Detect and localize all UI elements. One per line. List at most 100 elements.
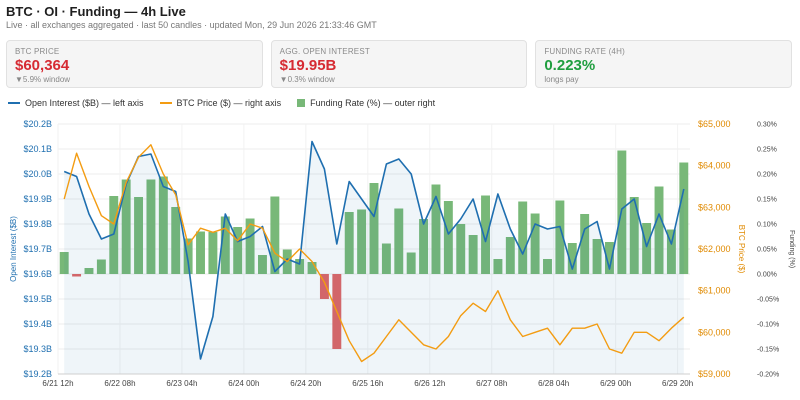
card-label: AGG. OPEN INTEREST bbox=[279, 47, 370, 56]
funding-bar[interactable] bbox=[344, 212, 354, 274]
funding-bar[interactable] bbox=[245, 218, 255, 275]
funding-bar[interactable] bbox=[121, 179, 131, 275]
x-tick-label: 6/29 20h bbox=[662, 379, 693, 388]
y-right-tick-label: $62,000 bbox=[698, 244, 731, 254]
y-left-tick-label: $19.3B bbox=[23, 344, 52, 354]
y-left-axis-title: Open Interest ($B) bbox=[9, 216, 18, 282]
funding-bar[interactable] bbox=[431, 184, 441, 275]
y-left-tick-label: $19.9B bbox=[23, 194, 52, 204]
funding-bar[interactable] bbox=[381, 243, 391, 275]
stat-cards: BTC PRICE $60,364 ▼5.9% window AGG. OPEN… bbox=[6, 40, 793, 88]
y-funding-tick-label: 0.05% bbox=[757, 247, 777, 254]
legend-item-open-interest[interactable]: Open Interest ($B) — left axis bbox=[8, 98, 144, 108]
y-funding-tick-label: 0.00% bbox=[757, 272, 777, 279]
funding-bar[interactable] bbox=[171, 207, 181, 274]
card-label: BTC PRICE bbox=[15, 47, 60, 56]
funding-bar[interactable] bbox=[307, 262, 317, 274]
funding-bar[interactable] bbox=[109, 196, 119, 274]
funding-bar[interactable] bbox=[72, 274, 82, 277]
funding-bar[interactable] bbox=[319, 274, 329, 299]
funding-bar[interactable] bbox=[555, 200, 565, 275]
funding-bar[interactable] bbox=[443, 201, 453, 274]
funding-bar[interactable] bbox=[493, 259, 503, 274]
funding-bar[interactable] bbox=[220, 216, 230, 275]
x-tick-label: 6/26 12h bbox=[414, 379, 445, 388]
funding-bar[interactable] bbox=[233, 227, 243, 274]
funding-bar[interactable] bbox=[604, 242, 614, 274]
card-note: longs pay bbox=[544, 75, 579, 84]
open-interest-line[interactable] bbox=[63, 140, 685, 360]
funding-bar[interactable] bbox=[543, 259, 552, 274]
legend-item-funding-rate[interactable]: Funding Rate (%) — outer right bbox=[297, 98, 435, 108]
funding-bar[interactable] bbox=[567, 243, 577, 274]
y-right-tick-label: $63,000 bbox=[698, 202, 731, 212]
x-tick-label: 6/23 04h bbox=[166, 379, 197, 388]
btc-price-line[interactable] bbox=[63, 144, 685, 363]
y-right-tick-label: $61,000 bbox=[698, 286, 731, 296]
funding-bar[interactable] bbox=[456, 224, 466, 274]
x-tick-label: 6/22 08h bbox=[104, 379, 135, 388]
y-funding-tick-label: -0.15% bbox=[757, 347, 779, 354]
legend-label: BTC Price ($) — right axis bbox=[176, 98, 282, 108]
funding-bar[interactable] bbox=[580, 214, 590, 274]
card-value: 0.223% bbox=[544, 57, 596, 74]
legend-item-btc-price[interactable]: BTC Price ($) — right axis bbox=[159, 98, 282, 108]
open-interest-card: AGG. OPEN INTEREST $19.95B ▼0.3% window bbox=[270, 40, 528, 88]
funding-bar[interactable] bbox=[505, 237, 515, 274]
funding-bar[interactable] bbox=[592, 239, 602, 274]
y-left-tick-label: $19.4B bbox=[23, 319, 52, 329]
y-right-tick-label: $64,000 bbox=[698, 161, 731, 171]
funding-bar[interactable] bbox=[518, 201, 528, 275]
y-left-tick-label: $19.8B bbox=[23, 219, 52, 229]
funding-bar[interactable] bbox=[629, 197, 639, 274]
y-funding-tick-label: 0.15% bbox=[757, 197, 777, 204]
y-right-tick-label: $65,000 bbox=[698, 119, 731, 129]
funding-bar[interactable] bbox=[183, 238, 193, 275]
funding-bar[interactable] bbox=[468, 235, 478, 274]
funding-bar[interactable] bbox=[258, 255, 267, 274]
funding-bar[interactable] bbox=[679, 162, 689, 275]
funding-bar[interactable] bbox=[369, 183, 379, 274]
page-title: BTC · OI · Funding — 4h Live bbox=[6, 4, 186, 19]
y-right-axis-title: BTC Price ($) bbox=[737, 225, 746, 274]
y-left-tick-label: $19.5B bbox=[23, 294, 52, 304]
funding-bar[interactable] bbox=[530, 213, 540, 275]
y-funding-tick-label: 0.25% bbox=[757, 147, 777, 154]
funding-bar[interactable] bbox=[158, 176, 168, 275]
card-note: ▼5.9% window bbox=[15, 75, 71, 84]
y-left-tick-label: $20.0B bbox=[23, 169, 52, 179]
combo-chart[interactable]: $19.2B $19.3B $19.4B $19.5B $19.6B $19.7B $19.… bbox=[0, 110, 800, 400]
y-funding-tick-label: 0.10% bbox=[757, 222, 777, 229]
funding-bar[interactable] bbox=[208, 232, 218, 274]
funding-rate-swatch bbox=[297, 99, 306, 107]
card-note: ▼0.3% window bbox=[279, 75, 335, 84]
funding-bar[interactable] bbox=[84, 268, 94, 274]
funding-bar[interactable] bbox=[357, 209, 367, 275]
funding-bar[interactable] bbox=[96, 259, 106, 275]
funding-bar[interactable] bbox=[134, 197, 144, 274]
funding-bar[interactable] bbox=[406, 252, 416, 275]
y-left-tick-label: $19.7B bbox=[23, 244, 52, 254]
btc-price-swatch bbox=[159, 102, 172, 104]
funding-bar[interactable] bbox=[270, 196, 280, 275]
funding-bar[interactable] bbox=[394, 208, 404, 275]
btc-price-card: BTC PRICE $60,364 ▼5.9% window bbox=[6, 40, 263, 88]
funding-bar[interactable] bbox=[146, 179, 156, 275]
funding-rate-card: FUNDING RATE (4H) 0.223% longs pay bbox=[535, 40, 793, 88]
funding-bar[interactable] bbox=[666, 229, 676, 275]
funding-bar[interactable] bbox=[481, 195, 490, 275]
x-tick-label: 6/27 08h bbox=[476, 379, 507, 388]
y-funding-tick-label: 0.30% bbox=[757, 122, 777, 129]
funding-bar[interactable] bbox=[419, 219, 429, 274]
y-left-tick-label: $20.1B bbox=[23, 144, 52, 154]
y-funding-tick-label: -0.05% bbox=[757, 297, 779, 304]
funding-bar[interactable] bbox=[642, 223, 652, 274]
open-interest-swatch bbox=[8, 102, 20, 104]
legend-label: Funding Rate (%) — outer right bbox=[310, 98, 436, 108]
funding-bar[interactable] bbox=[654, 186, 664, 275]
funding-bar[interactable] bbox=[196, 231, 205, 275]
y-funding-tick-label: -0.20% bbox=[757, 372, 779, 379]
funding-bar[interactable] bbox=[59, 252, 69, 274]
funding-bar[interactable] bbox=[295, 259, 305, 274]
x-tick-label: 6/25 16h bbox=[352, 379, 383, 388]
